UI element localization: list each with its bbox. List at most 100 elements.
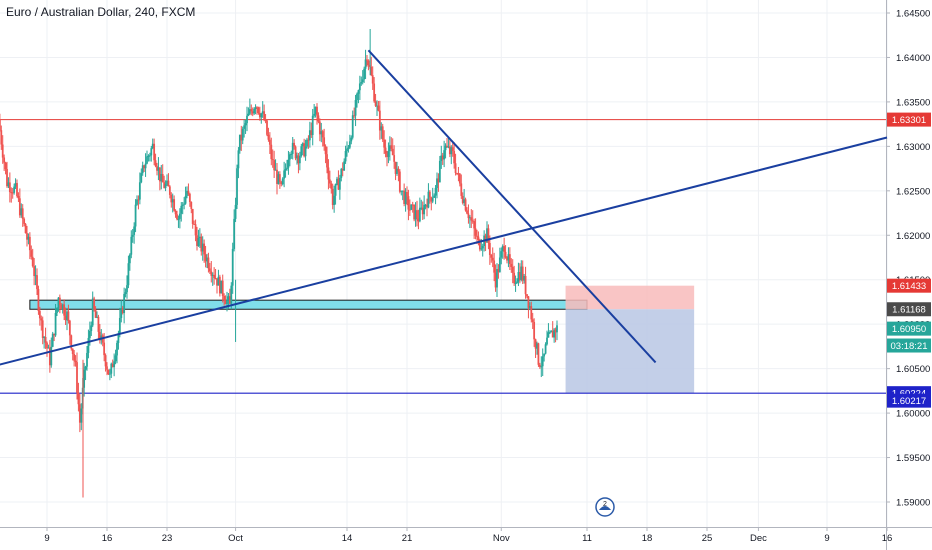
price-label-text: 1.61168 xyxy=(892,305,926,316)
candle-body xyxy=(70,335,73,349)
candle-body xyxy=(136,199,138,205)
candle-body xyxy=(256,107,258,109)
candle-body xyxy=(158,167,161,182)
y-tick-label: 1.64500 xyxy=(896,9,930,20)
candle-body xyxy=(527,296,530,308)
candle-body xyxy=(20,208,23,216)
candle-body xyxy=(203,243,206,255)
candle-body xyxy=(234,204,237,219)
x-tick-label: 9 xyxy=(824,533,829,544)
candle-body xyxy=(490,255,493,258)
candle-body xyxy=(34,275,37,277)
candle-body xyxy=(317,115,320,122)
candle-body xyxy=(58,297,61,305)
candle-body xyxy=(303,143,306,157)
candle-body xyxy=(213,274,216,278)
candle-body xyxy=(354,100,357,116)
candle-body xyxy=(111,363,114,368)
candle-body xyxy=(544,344,547,354)
candle-body xyxy=(171,199,174,203)
candle-body xyxy=(153,143,156,161)
candle-body xyxy=(426,204,428,208)
candle-body xyxy=(381,126,384,140)
candle-body xyxy=(306,139,308,147)
candle-body xyxy=(330,183,333,189)
candle-body xyxy=(454,163,457,173)
candle-body xyxy=(221,280,224,296)
candle-body xyxy=(276,169,278,184)
candle-body xyxy=(358,83,361,91)
candle-body xyxy=(134,204,137,227)
candle-body xyxy=(138,182,141,200)
candle-body xyxy=(204,254,207,262)
stop-loss-zone xyxy=(565,285,695,310)
candle-body xyxy=(420,207,423,209)
price-label-text: 1.60950 xyxy=(892,324,926,335)
candle-body xyxy=(124,292,127,294)
candle-body xyxy=(296,155,298,159)
candle-body xyxy=(318,121,321,135)
candle-body xyxy=(530,306,533,320)
candle-body xyxy=(516,281,518,284)
candle-body xyxy=(174,210,177,215)
candle-body xyxy=(390,145,393,149)
candle-body xyxy=(23,218,26,224)
x-tick-label: 25 xyxy=(702,533,713,544)
candle-body xyxy=(231,248,234,286)
idea-comments-icon[interactable]: 2 xyxy=(595,497,615,517)
candle-body xyxy=(206,257,208,262)
candle-body xyxy=(140,173,143,183)
candle-body xyxy=(236,168,238,205)
candle-body xyxy=(424,204,427,206)
candle-body xyxy=(191,208,194,224)
candle-body xyxy=(260,113,263,118)
candle-body xyxy=(160,174,163,182)
candle-body xyxy=(41,320,44,338)
price-label-tag xyxy=(887,321,931,336)
candle-body xyxy=(8,182,11,193)
candle-body xyxy=(278,174,281,182)
candle-body xyxy=(208,268,211,272)
candle-body xyxy=(480,248,483,250)
candle-body xyxy=(94,309,97,318)
candle-body xyxy=(508,254,511,264)
candle-body xyxy=(364,59,367,69)
candle-body xyxy=(264,119,267,121)
x-tick-label: 18 xyxy=(642,533,653,544)
candle-body xyxy=(126,285,128,293)
candle-body xyxy=(497,269,500,272)
candle-body xyxy=(48,347,51,366)
candle-body xyxy=(263,111,266,120)
candle-body xyxy=(546,337,548,345)
candle-body xyxy=(4,162,7,170)
candle-body xyxy=(0,119,1,131)
candle-body xyxy=(283,170,286,179)
candle-body xyxy=(37,289,40,312)
candle-body xyxy=(334,183,337,196)
candle-body xyxy=(120,308,123,318)
candle-body xyxy=(267,134,270,140)
candle-body xyxy=(477,236,480,240)
candle-body xyxy=(167,180,170,187)
candle-body xyxy=(151,143,154,149)
candle-body xyxy=(201,243,204,252)
candle-body xyxy=(373,83,376,102)
candle-body xyxy=(301,143,304,147)
candle-body xyxy=(493,260,496,273)
candle-body xyxy=(407,196,410,210)
candle-body xyxy=(257,107,260,114)
candle-body xyxy=(446,145,448,147)
candle-body xyxy=(168,186,171,195)
candle-body xyxy=(353,115,356,117)
take-profit-zone xyxy=(565,309,695,394)
candle-body xyxy=(163,182,166,188)
candle-body xyxy=(1,144,4,158)
candle-body xyxy=(311,115,314,136)
candle-body xyxy=(316,106,318,116)
candle-body xyxy=(333,195,336,205)
candle-body xyxy=(251,111,254,114)
candle-body xyxy=(270,144,273,160)
candle-body xyxy=(321,131,324,138)
candle-body xyxy=(313,113,316,116)
